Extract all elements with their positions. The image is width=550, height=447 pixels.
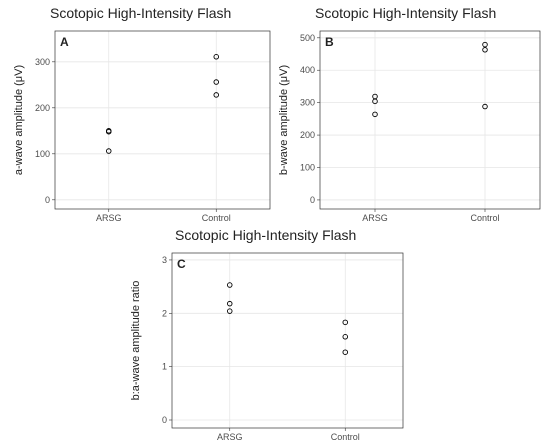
y-axis-label: b:a-wave amplitude ratio bbox=[130, 281, 142, 401]
y-tick-label: 0 bbox=[310, 195, 315, 205]
point bbox=[226, 308, 233, 314]
y-axis-label: a-wave amplitude (μV) bbox=[13, 65, 25, 175]
plot-border bbox=[54, 30, 271, 210]
point bbox=[342, 319, 349, 326]
point bbox=[372, 98, 378, 105]
chart-title: Scotopic High-Intensity Flash bbox=[315, 5, 496, 21]
point bbox=[213, 79, 219, 85]
y-tick-label: 3 bbox=[162, 255, 167, 265]
x-tick-label: Control bbox=[331, 432, 360, 442]
point bbox=[482, 47, 488, 53]
y-tick-label: 1 bbox=[162, 362, 167, 372]
plot-border bbox=[171, 252, 404, 429]
point bbox=[105, 148, 112, 154]
chart-title: Scotopic High-Intensity Flash bbox=[50, 5, 231, 21]
point bbox=[226, 300, 233, 307]
chart-title: Scotopic High-Intensity Flash bbox=[175, 227, 356, 243]
y-tick-label: 500 bbox=[300, 33, 315, 43]
y-tick-label: 200 bbox=[35, 103, 50, 113]
panel-label: C bbox=[177, 257, 186, 271]
point bbox=[482, 103, 488, 110]
point bbox=[342, 349, 349, 355]
y-tick-label: 0 bbox=[45, 195, 50, 205]
x-tick-label: Control bbox=[470, 213, 499, 223]
x-tick-label: Control bbox=[202, 213, 231, 223]
point bbox=[226, 282, 233, 288]
y-tick-label: 100 bbox=[35, 149, 50, 159]
y-axis-label: b-wave amplitude (μV) bbox=[278, 65, 290, 175]
point bbox=[105, 128, 112, 135]
point bbox=[342, 334, 349, 340]
x-tick-label: ARSG bbox=[96, 213, 122, 223]
plot-border bbox=[319, 30, 541, 210]
x-tick-label: ARSG bbox=[362, 213, 388, 223]
panel-label: A bbox=[60, 35, 69, 49]
point bbox=[213, 92, 219, 98]
y-tick-label: 100 bbox=[300, 162, 315, 172]
y-tick-label: 0 bbox=[162, 415, 167, 425]
point bbox=[213, 54, 219, 60]
point bbox=[482, 41, 488, 48]
y-tick-label: 300 bbox=[35, 57, 50, 67]
y-tick-label: 200 bbox=[300, 130, 315, 140]
y-tick-label: 400 bbox=[300, 65, 315, 75]
panel-label: B bbox=[325, 35, 334, 49]
x-tick-label: ARSG bbox=[217, 432, 243, 442]
y-tick-label: 2 bbox=[162, 308, 167, 318]
y-tick-label: 300 bbox=[300, 98, 315, 108]
point bbox=[372, 111, 378, 118]
